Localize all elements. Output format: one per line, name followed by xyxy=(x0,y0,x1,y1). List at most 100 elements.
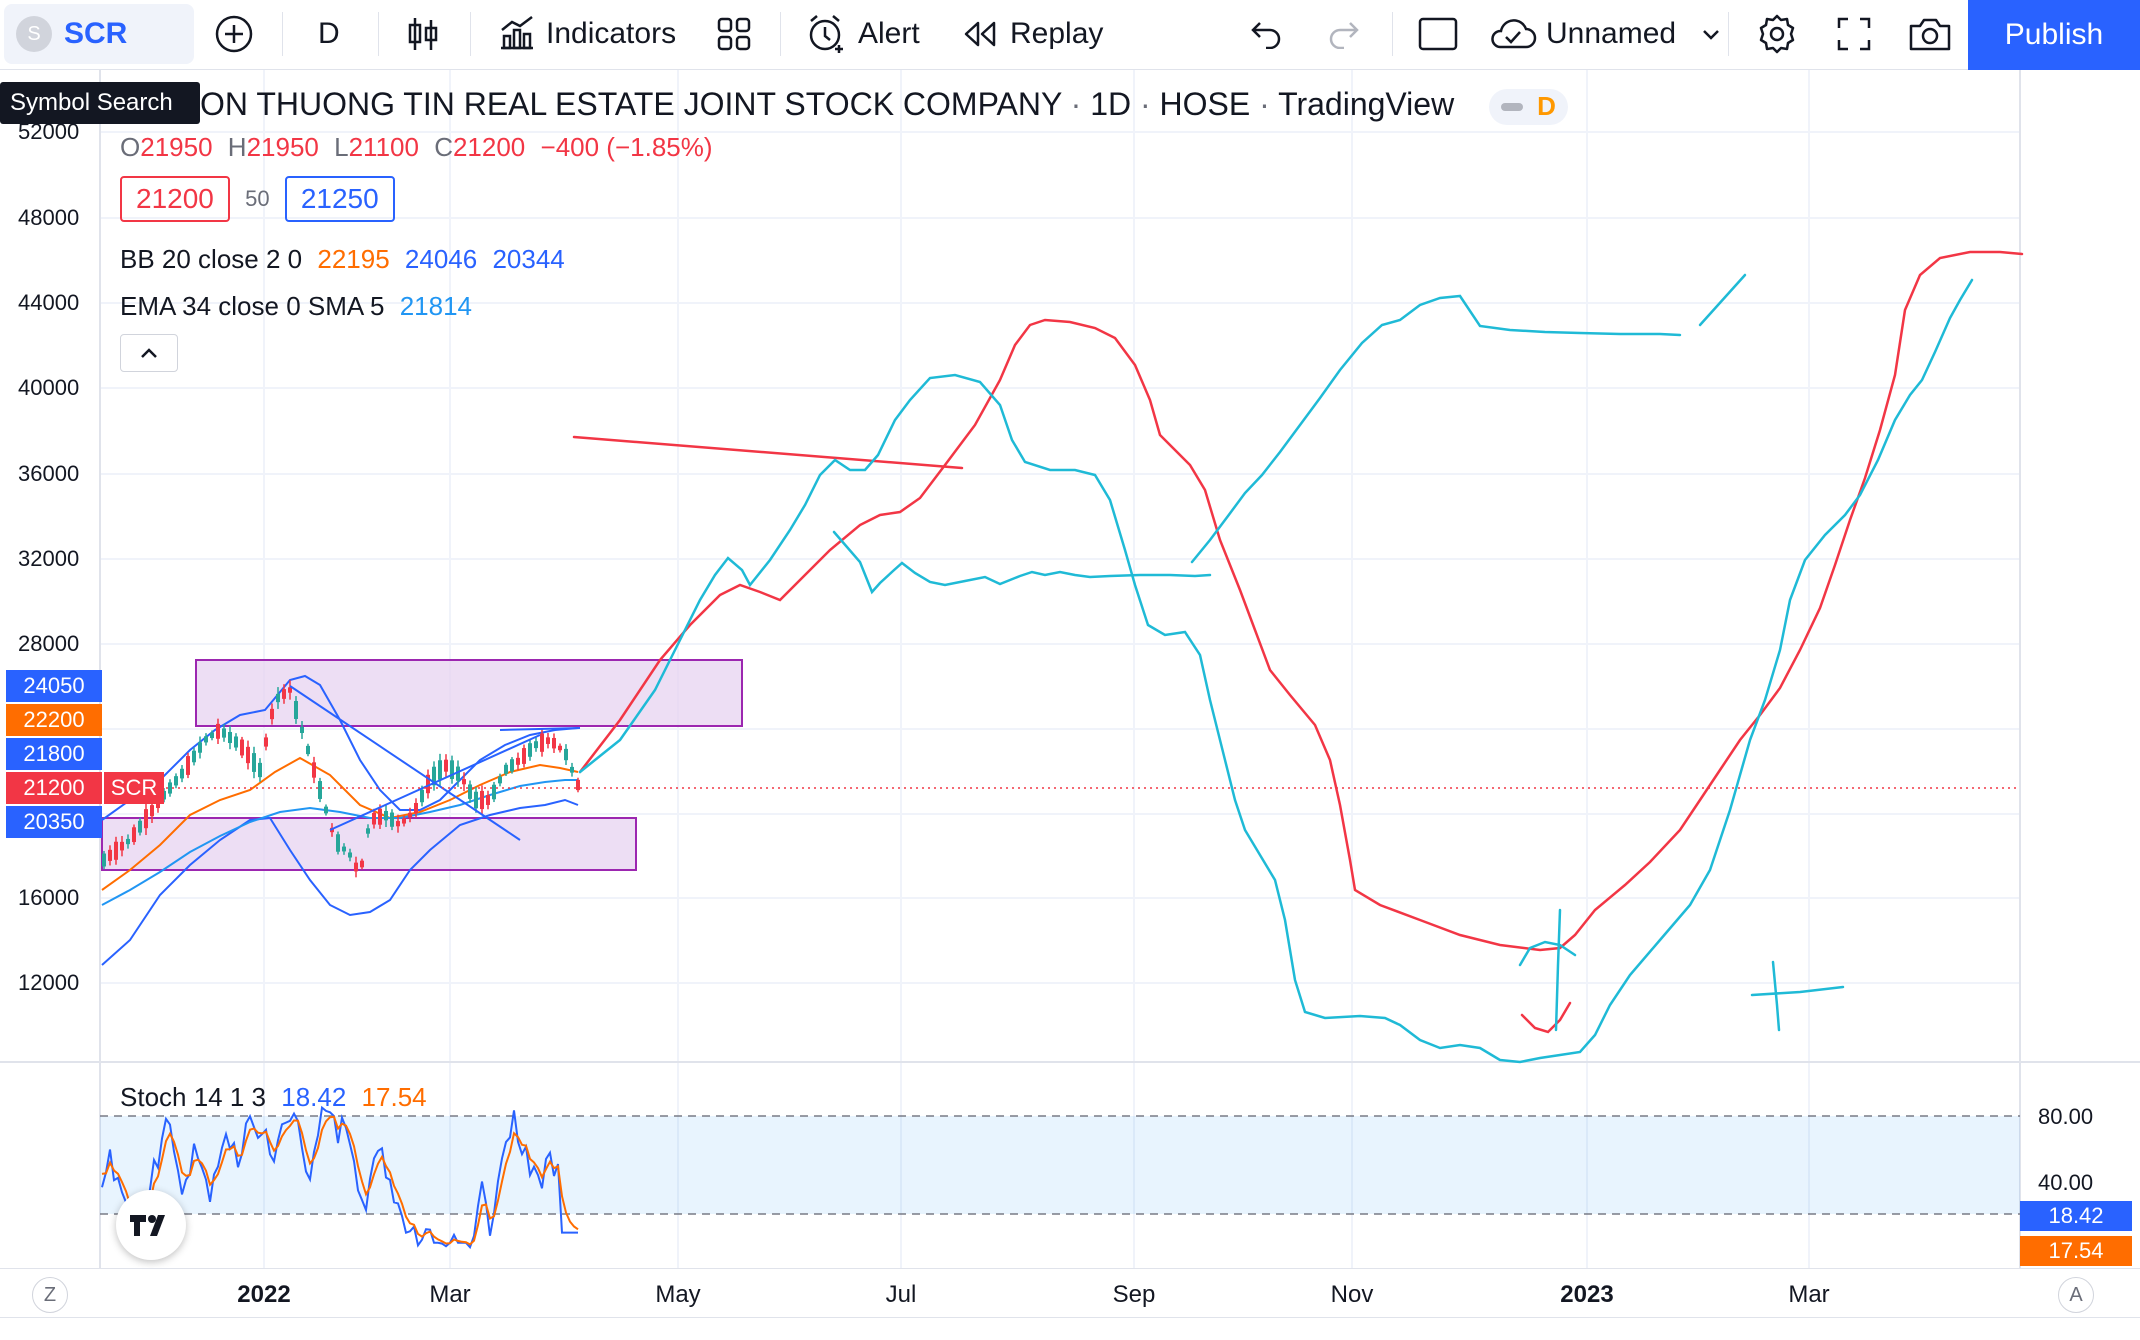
cloud-icon xyxy=(1491,19,1537,49)
candle-body xyxy=(102,853,106,867)
settings-button[interactable] xyxy=(1756,0,1798,68)
candle-body xyxy=(276,693,280,703)
price-tag: 24050 xyxy=(6,670,102,702)
sell-button[interactable]: 21200 xyxy=(120,176,230,222)
spread-value: 50 xyxy=(245,185,270,211)
drawing-red-hook xyxy=(1520,1001,1572,1034)
alert-button[interactable]: Alert xyxy=(806,0,920,68)
candle-body xyxy=(354,862,358,872)
candle-body xyxy=(408,812,412,818)
chart-title: ON THUONG TIN REAL ESTATE JOINT STOCK CO… xyxy=(200,86,1568,125)
candle-body xyxy=(516,757,520,765)
resistance-zone[interactable] xyxy=(195,659,743,727)
candle-body xyxy=(552,737,556,749)
alert-label: Alert xyxy=(858,17,920,50)
candle-body xyxy=(318,781,322,799)
redo-icon xyxy=(1329,22,1359,49)
candles xyxy=(102,680,580,878)
fullscreen-layout-button[interactable] xyxy=(1418,0,1458,68)
candle-body xyxy=(402,818,406,824)
price-axis-label: 28000 xyxy=(18,631,80,656)
time-axis-label: 2023 xyxy=(1560,1281,1614,1308)
trendlines[interactable] xyxy=(289,685,581,841)
toolbar-divider xyxy=(470,12,471,56)
bid-ask-row: 21200 50 21250 xyxy=(120,176,395,222)
title-source: TradingView xyxy=(1278,86,1455,122)
toolbar-divider xyxy=(1392,12,1393,56)
grid-icon xyxy=(717,17,751,51)
price-axis-label: 12000 xyxy=(18,970,80,995)
auto-scale-z-button[interactable]: Z xyxy=(32,1277,68,1313)
stoch-d-value: 17.54 xyxy=(361,1082,427,1112)
close-value: 21200 xyxy=(452,132,526,162)
interval-button[interactable]: D xyxy=(318,0,340,68)
snapshot-button[interactable] xyxy=(1908,0,1952,68)
candle-body xyxy=(396,821,400,827)
templates-button[interactable] xyxy=(716,0,752,68)
drawing-red-projection xyxy=(578,250,2024,952)
buy-button[interactable]: 21250 xyxy=(284,176,395,222)
redo-button[interactable] xyxy=(1326,0,1360,68)
square-icon xyxy=(1418,17,1458,51)
interval-label: D xyxy=(318,17,340,50)
bollinger-bands xyxy=(101,674,579,966)
time-axis[interactable]: Z 2022 Mar May Jul Sep Nov 2023 Mar A xyxy=(0,1268,2140,1318)
replay-label: Replay xyxy=(1010,17,1104,50)
candle-body xyxy=(486,795,490,805)
stoch-k-line xyxy=(101,1105,578,1250)
tradingview-logo[interactable] xyxy=(116,1190,186,1260)
stoch-legend[interactable]: Stoch 14 1 3 18.42 17.54 xyxy=(120,1082,427,1113)
hand-drawings[interactable] xyxy=(572,250,2024,1064)
toolbar-divider xyxy=(1728,12,1729,56)
open-value: 21950 xyxy=(140,132,213,162)
candle-body xyxy=(576,779,580,791)
symbol-price-tag: SCR xyxy=(104,772,164,804)
high-value: 21950 xyxy=(246,132,319,162)
fullscreen-button[interactable] xyxy=(1836,0,1872,68)
candle-body xyxy=(324,806,328,814)
candle-body xyxy=(240,739,244,756)
candle-body xyxy=(198,742,202,753)
candle-body xyxy=(270,708,274,720)
price-tag: 21800 xyxy=(6,738,102,770)
collapse-legend-button[interactable] xyxy=(120,334,178,372)
candle-body xyxy=(162,790,166,800)
publish-button[interactable]: Publish xyxy=(1968,0,2140,70)
candle-body xyxy=(498,776,502,784)
chart-type-button[interactable] xyxy=(406,0,440,68)
time-axis-label: Mar xyxy=(1788,1281,1830,1308)
drawing-cyan-upper xyxy=(1190,294,1682,564)
candle-body xyxy=(192,750,196,763)
candle-body xyxy=(540,733,544,752)
indicators-button[interactable]: Indicators xyxy=(498,0,676,68)
candle-body xyxy=(300,726,304,734)
bb-legend-row[interactable]: BB 20 close 2 0 22195 24046 20344 xyxy=(120,244,565,275)
candle-body xyxy=(450,760,454,779)
drawing-cyan-cross-h xyxy=(1750,985,1845,997)
layout-name-button[interactable]: Unnamed xyxy=(1488,0,1724,68)
candle-body xyxy=(378,808,382,825)
candle-body xyxy=(534,741,538,749)
bb-basis-value: 22195 xyxy=(317,244,390,274)
bb-lower-band xyxy=(101,798,579,966)
candle-body xyxy=(234,736,238,748)
symbol-search-button[interactable]: S SCR xyxy=(4,4,194,64)
ema-legend-row[interactable]: EMA 34 close 0 SMA 5 21814 xyxy=(120,291,472,322)
compare-add-button[interactable] xyxy=(214,0,254,68)
chart-canvas[interactable] xyxy=(0,70,2140,1268)
symbol-search-tooltip: Symbol Search xyxy=(0,82,200,124)
low-value: 21100 xyxy=(348,132,419,162)
time-axis-label: Sep xyxy=(1112,1281,1156,1308)
candle-body xyxy=(480,790,484,810)
price-axis-label: 40000 xyxy=(18,375,80,400)
stoch-level-40-label: 40.00 xyxy=(2038,1170,2094,1195)
support-zone[interactable] xyxy=(101,817,637,871)
undo-button[interactable] xyxy=(1250,0,1284,68)
auto-scale-a-button[interactable]: A xyxy=(2058,1277,2094,1313)
replay-button[interactable]: Replay xyxy=(962,0,1103,68)
bb-upper-band xyxy=(101,674,579,821)
candle-body xyxy=(114,841,118,860)
candle-body xyxy=(492,784,496,800)
stoch-label: Stoch 14 1 3 xyxy=(120,1082,266,1112)
market-status-badge[interactable]: D xyxy=(1489,88,1568,125)
